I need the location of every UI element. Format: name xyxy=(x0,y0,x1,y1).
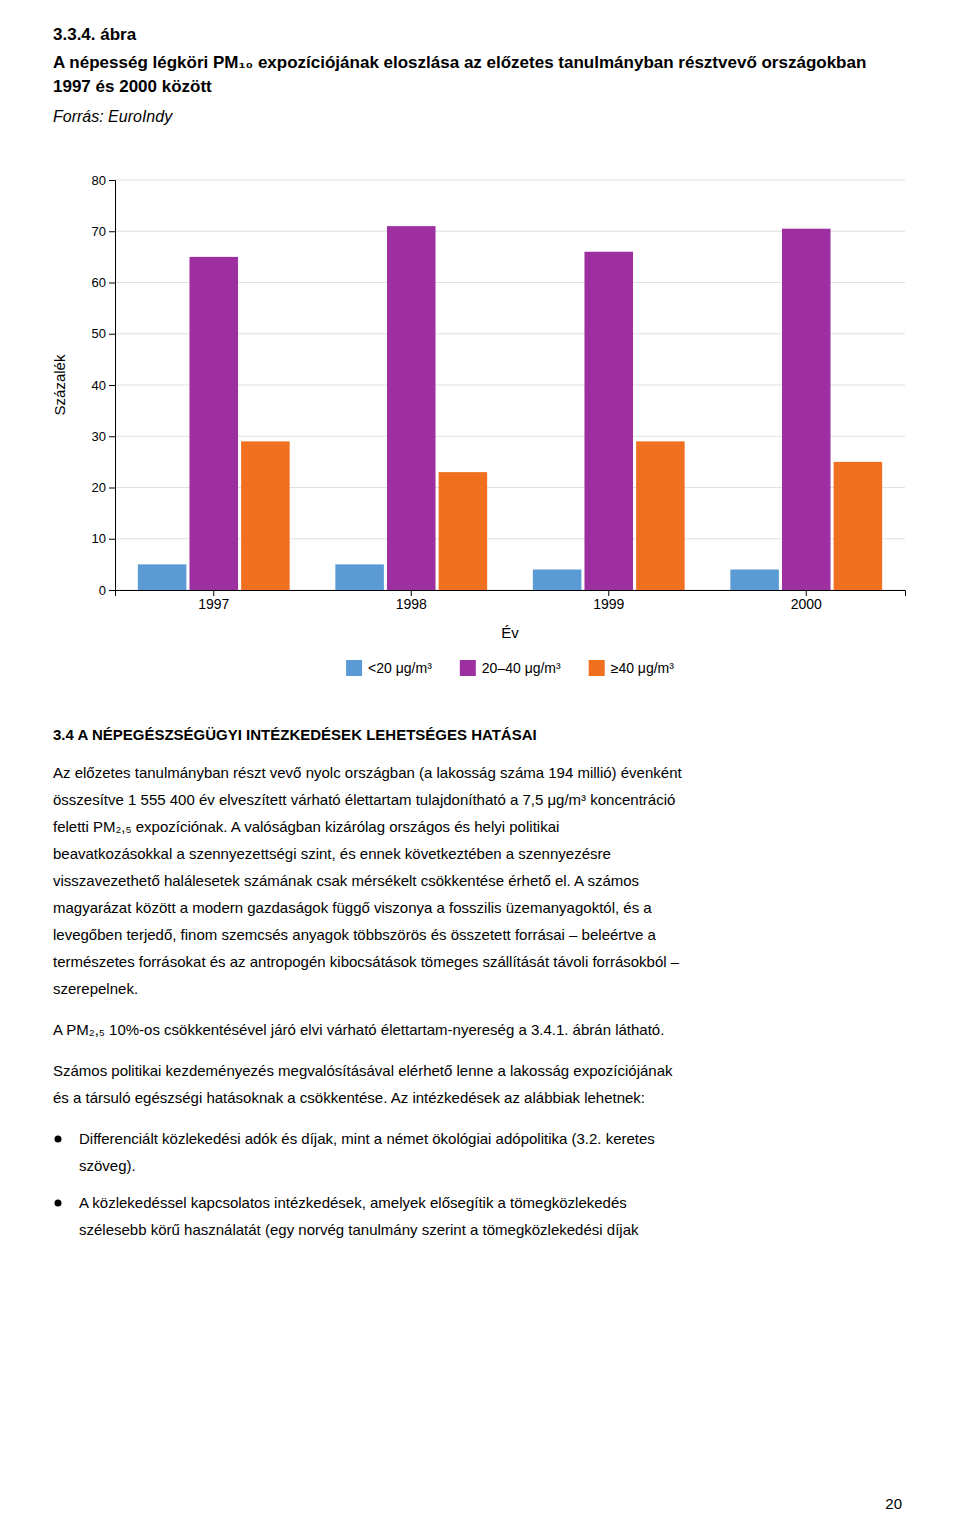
y-tick-mark xyxy=(109,180,115,181)
bar xyxy=(782,229,831,590)
bullet-line: szélesebb körű használatát (egy norvég t… xyxy=(79,1221,639,1238)
legend-swatch xyxy=(460,660,476,676)
bar-series xyxy=(241,441,882,590)
y-tick-label: 40 xyxy=(92,378,106,393)
bar xyxy=(138,564,187,590)
bar xyxy=(387,226,436,590)
y-tick: 30 xyxy=(92,429,115,444)
y-tick-mark xyxy=(109,231,115,232)
paragraph-line: szerepelnek. xyxy=(53,980,138,997)
x-tick-label: 1997 xyxy=(198,596,229,612)
y-tick-mark xyxy=(109,590,115,591)
chart-subtitle: A népesség légköri PM₁₀ expozíciójának e… xyxy=(53,53,866,96)
paragraph-line: természetes forrásokat és az antropogén … xyxy=(53,953,680,970)
page-number: 20 xyxy=(885,1495,902,1512)
legend: <20 μg/m³ 20–40 μg/m³ ≥40 μg/m³ xyxy=(346,660,674,676)
y-tick-label: 50 xyxy=(92,326,106,341)
y-tick-label: 60 xyxy=(92,275,106,290)
y-tick: 0 xyxy=(99,583,115,598)
x-tick-label: 1999 xyxy=(593,596,624,612)
bullet-line: szöveg). xyxy=(79,1157,136,1174)
x-tick: 1999 xyxy=(593,590,624,612)
y-tick: 50 xyxy=(92,326,115,341)
section-heading: 3.4 A NÉPEGÉSZSÉGÜGYI INTÉZKEDÉSEK LEHET… xyxy=(53,726,537,743)
y-tick-mark xyxy=(109,283,115,284)
paragraph-line: Az előzetes tanulmányban részt vevő nyol… xyxy=(53,764,682,781)
legend-item: 20–40 μg/m³ xyxy=(460,660,561,676)
paragraph-line: levegőben terjedő, finom szemcsés anyago… xyxy=(53,926,656,943)
y-tick-label: 0 xyxy=(99,583,106,598)
y-tick-mark xyxy=(109,539,115,540)
legend-label: ≥40 μg/m³ xyxy=(611,660,675,676)
bar xyxy=(533,570,582,591)
bar-series xyxy=(189,226,830,590)
bullet-dot xyxy=(55,1136,62,1143)
y-tick-mark xyxy=(109,488,115,489)
y-tick: 60 xyxy=(92,275,115,290)
paragraph-line: magyarázat között a modern gazdaságok fü… xyxy=(53,899,652,916)
grid-line xyxy=(115,180,905,181)
y-tick: 10 xyxy=(92,531,115,546)
legend-label: 20–40 μg/m³ xyxy=(482,660,561,676)
legend-swatch xyxy=(589,660,605,676)
bar xyxy=(584,252,633,590)
y-tick-label: 70 xyxy=(92,224,106,239)
y-tick: 70 xyxy=(92,224,115,239)
paragraph-line: Számos politikai kezdeményezés megvalósí… xyxy=(53,1062,673,1079)
y-axis: 0 10 20 30 40 50 60 70 80 xyxy=(92,173,116,598)
x-axis-title: Év xyxy=(501,624,519,641)
x-tick: 2000 xyxy=(791,590,822,612)
title-block: 3.3.4. ábra A népesség légköri PM₁₀ expoz… xyxy=(53,25,866,125)
x-tick-label: 1998 xyxy=(396,596,427,612)
source-note: Forrás: EuroIndy xyxy=(53,108,173,125)
body-text: 3.4 A NÉPEGÉSZSÉGÜGYI INTÉZKEDÉSEK LEHET… xyxy=(53,726,682,1238)
legend-item: ≥40 μg/m³ xyxy=(589,660,675,676)
y-tick-mark xyxy=(109,334,115,335)
y-axis-line xyxy=(109,181,116,591)
bullet-line: Differenciált közlekedési adók és díjak,… xyxy=(79,1130,655,1147)
chart-title: 3.3.4. ábra xyxy=(53,25,137,44)
y-tick-label: 10 xyxy=(92,531,106,546)
paragraph-line: és a társuló egészségi hatásoknak a csök… xyxy=(53,1089,645,1106)
subtitle-line: A népesség légköri PM₁₀ expozíciójának e… xyxy=(53,53,866,72)
y-tick: 80 xyxy=(92,173,115,188)
grid xyxy=(115,180,905,590)
y-tick-mark xyxy=(109,385,115,386)
paragraph-line: feletti PM₂,₅ expozíciónak. A valóságban… xyxy=(53,818,559,835)
bar xyxy=(834,462,883,590)
bar xyxy=(439,472,488,590)
x-tick: 1997 xyxy=(198,590,229,612)
y-tick-label: 30 xyxy=(92,429,106,444)
bar xyxy=(189,257,238,590)
y-tick-label: 20 xyxy=(92,480,106,495)
paragraph-line: visszavezethető halálesetek számának csa… xyxy=(53,872,639,889)
x-axis-line xyxy=(116,591,906,597)
y-axis-title: Százalék xyxy=(51,354,68,415)
y-tick: 20 xyxy=(92,480,115,495)
x-tick-label: 2000 xyxy=(791,596,822,612)
paragraph-line: beavatkozásokkal a szennyezettségi szint… xyxy=(53,845,611,862)
subtitle-line: 1997 és 2000 között xyxy=(53,77,212,96)
bar xyxy=(241,441,290,590)
page: 3.3.4. ábra A népesség légköri PM₁₀ expoz… xyxy=(0,0,960,1537)
bar xyxy=(730,570,779,591)
bar xyxy=(636,441,685,590)
bars xyxy=(138,226,882,590)
chart: 0 10 20 30 40 50 60 70 80 1997 1998 1999 2000 Százalé… xyxy=(51,173,906,676)
x-tick: 1998 xyxy=(396,590,427,612)
bar xyxy=(335,564,384,590)
y-tick-mark xyxy=(109,436,115,437)
legend-item: <20 μg/m³ xyxy=(346,660,432,676)
y-tick-label: 80 xyxy=(92,173,106,188)
paragraph-line: A PM₂,₅ 10%-os csökkentésével járó elvi … xyxy=(53,1021,664,1038)
bullet-dot xyxy=(55,1200,62,1207)
legend-label: <20 μg/m³ xyxy=(368,660,432,676)
x-axis: 1997 1998 1999 2000 xyxy=(116,590,906,612)
y-tick: 40 xyxy=(92,378,115,393)
bullet-line: A közlekedéssel kapcsolatos intézkedések… xyxy=(79,1194,627,1211)
legend-swatch xyxy=(346,660,362,676)
paragraph-line: összesítve 1 555 400 év elveszített várh… xyxy=(53,791,675,808)
